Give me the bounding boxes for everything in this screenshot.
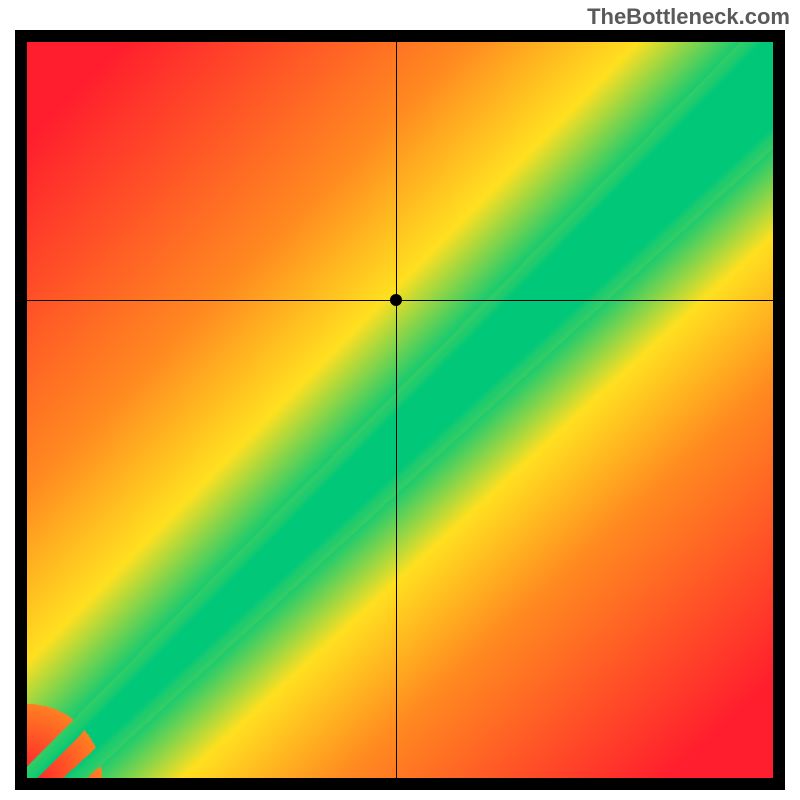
chart-frame — [15, 30, 785, 790]
watermark-text: TheBottleneck.com — [587, 4, 790, 30]
crosshair-vertical — [396, 42, 397, 778]
plot-area — [27, 42, 773, 778]
heatmap-canvas — [27, 42, 773, 778]
marker-dot — [390, 294, 402, 306]
